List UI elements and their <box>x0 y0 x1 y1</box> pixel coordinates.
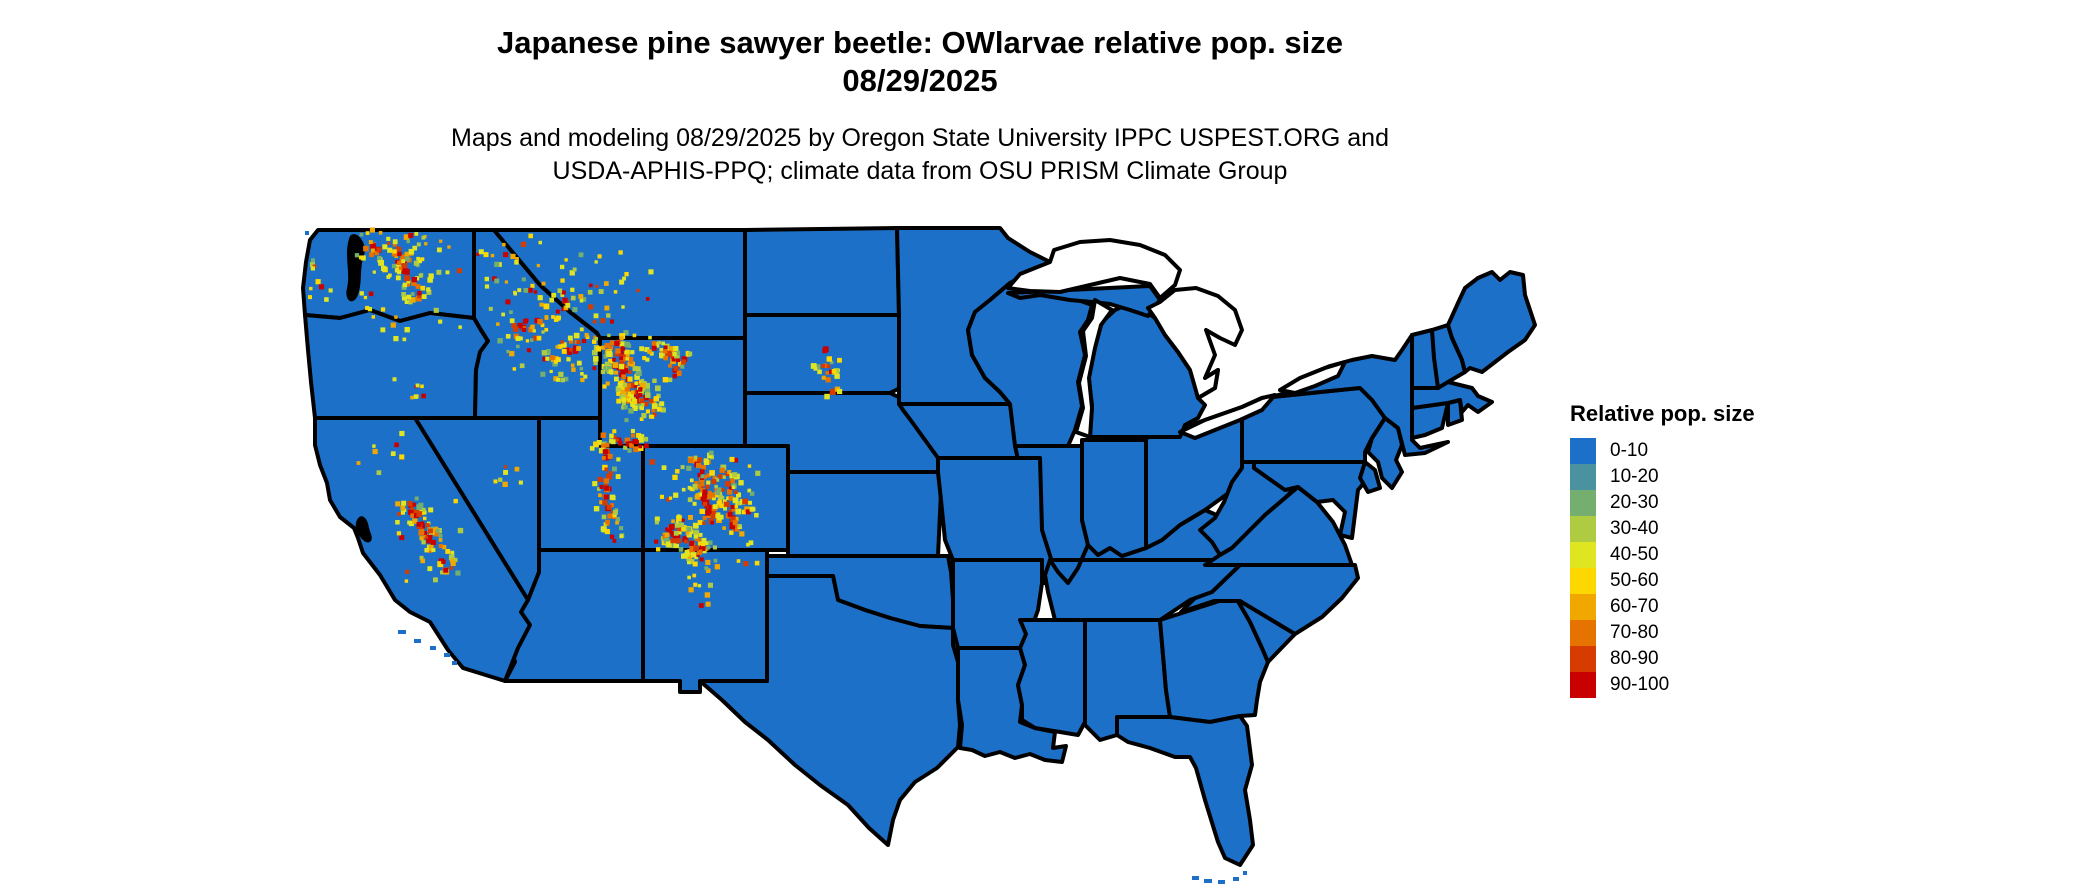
state-florida <box>1115 714 1255 867</box>
legend-row: 70-80 <box>1570 620 1755 646</box>
legend-swatch <box>1570 646 1596 672</box>
florida-keys-island <box>1233 877 1239 881</box>
legend-swatch <box>1570 438 1596 464</box>
legend-label: 70-80 <box>1610 622 1659 643</box>
offshore-island <box>398 630 406 634</box>
legend-swatch <box>1570 620 1596 646</box>
legend-label: 0-10 <box>1610 440 1649 461</box>
hotspot-cluster-nevada-specks <box>493 465 523 487</box>
hotspot-cluster-olympic-peninsula <box>308 258 333 302</box>
state-new-mexico <box>641 548 769 694</box>
state-california <box>313 416 532 683</box>
legend-row: 80-90 <box>1570 646 1755 672</box>
state-texas <box>698 574 962 847</box>
puget-sound <box>346 234 365 302</box>
legend-rows: 0-10 10-20 20-30 30-40 40-50 50-60 60-70 70-80 8… <box>1570 438 1755 698</box>
page-subtitle-line1: Maps and modeling 08/29/2025 by Oregon S… <box>451 124 1389 152</box>
legend-swatch <box>1570 542 1596 568</box>
legend-label: 40-50 <box>1610 544 1659 565</box>
legend-row: 90-100 <box>1570 672 1755 698</box>
lake-huron <box>1146 286 1244 400</box>
legend-row: 30-40 <box>1570 516 1755 542</box>
hotspot-cluster-yellowstone-tetons <box>593 333 666 423</box>
state-north-dakota <box>743 226 901 317</box>
state-maine <box>1446 270 1537 374</box>
florida-keys-island <box>1243 871 1247 875</box>
hotspot-cluster-colorado-rockies <box>649 450 761 567</box>
legend-row: 0-10 <box>1570 438 1755 464</box>
legend-label: 80-90 <box>1610 648 1659 669</box>
legend-label: 60-70 <box>1610 596 1659 617</box>
legend-label: 10-20 <box>1610 466 1659 487</box>
florida-keys-island <box>1204 879 1212 883</box>
offshore-island <box>305 231 309 235</box>
title-block: Japanese pine sawyer beetle: OWlarvae re… <box>260 24 1580 188</box>
lake-michigan <box>1074 298 1114 439</box>
san-francisco-bay <box>355 516 372 543</box>
legend-row: 40-50 <box>1570 542 1755 568</box>
state-delaware <box>1358 460 1382 494</box>
offshore-island <box>452 661 457 665</box>
offshore-island <box>444 653 450 657</box>
legend-swatch <box>1570 568 1596 594</box>
legend-title: Relative pop. size <box>1570 401 1755 426</box>
hotspot-cluster-eastern-oregon <box>392 336 426 400</box>
legend-swatch <box>1570 672 1596 698</box>
legend-swatch <box>1570 490 1596 516</box>
hotspot-cluster-new-mexico-tail <box>687 558 720 608</box>
legend-label: 30-40 <box>1610 518 1659 539</box>
page-subtitle: Maps and modeling 08/29/2025 by Oregon S… <box>260 122 1580 188</box>
hotspot-cluster-northern-california <box>356 430 405 475</box>
legend-swatch <box>1570 464 1596 490</box>
hotspot-cluster-washington-cascades <box>354 227 462 333</box>
state-south-dakota <box>743 313 908 395</box>
state-kansas <box>786 470 943 558</box>
florida-keys-island <box>1218 880 1225 884</box>
legend-row: 10-20 <box>1570 464 1755 490</box>
offshore-island <box>430 646 436 650</box>
hotspot-cluster-central-idaho <box>488 278 610 383</box>
hotspot-cluster-southwest-montana <box>557 250 654 344</box>
legend-label: 50-60 <box>1610 570 1659 591</box>
legend-row: 60-70 <box>1570 594 1755 620</box>
hotspot-cluster-wasatch-range <box>589 432 625 543</box>
hotspot-layer <box>308 227 843 608</box>
hotspot-cluster-sierra-nevada <box>395 496 464 583</box>
legend: Relative pop. size 0-10 10-20 20-30 30-40 40… <box>1570 401 1755 698</box>
legend-label: 20-30 <box>1610 492 1659 513</box>
hotspot-cluster-bighorn-range <box>659 341 685 383</box>
legend-label: 90-100 <box>1610 674 1670 695</box>
lake-ontario <box>1278 360 1347 395</box>
florida-keys-island <box>1192 876 1199 880</box>
legend-row: 20-30 <box>1570 490 1755 516</box>
page-subtitle-line2: USDA-APHIS-PPQ; climate data from OSU PR… <box>552 157 1288 185</box>
page-title-line1: Japanese pine sawyer beetle: OWlarvae re… <box>497 25 1343 60</box>
legend-swatch <box>1570 516 1596 542</box>
lake-superior <box>1006 238 1182 300</box>
state-virginia <box>1203 485 1354 567</box>
state-indiana <box>1080 438 1148 558</box>
state-north-carolina <box>1179 563 1360 636</box>
state-mississippi <box>1016 618 1087 737</box>
lake-erie <box>1178 393 1277 440</box>
page-title-line2: 08/29/2025 <box>842 63 998 98</box>
hotspot-cluster-black-hills <box>810 346 843 400</box>
legend-swatch <box>1570 594 1596 620</box>
offshore-island <box>414 639 421 643</box>
legend-row: 50-60 <box>1570 568 1755 594</box>
